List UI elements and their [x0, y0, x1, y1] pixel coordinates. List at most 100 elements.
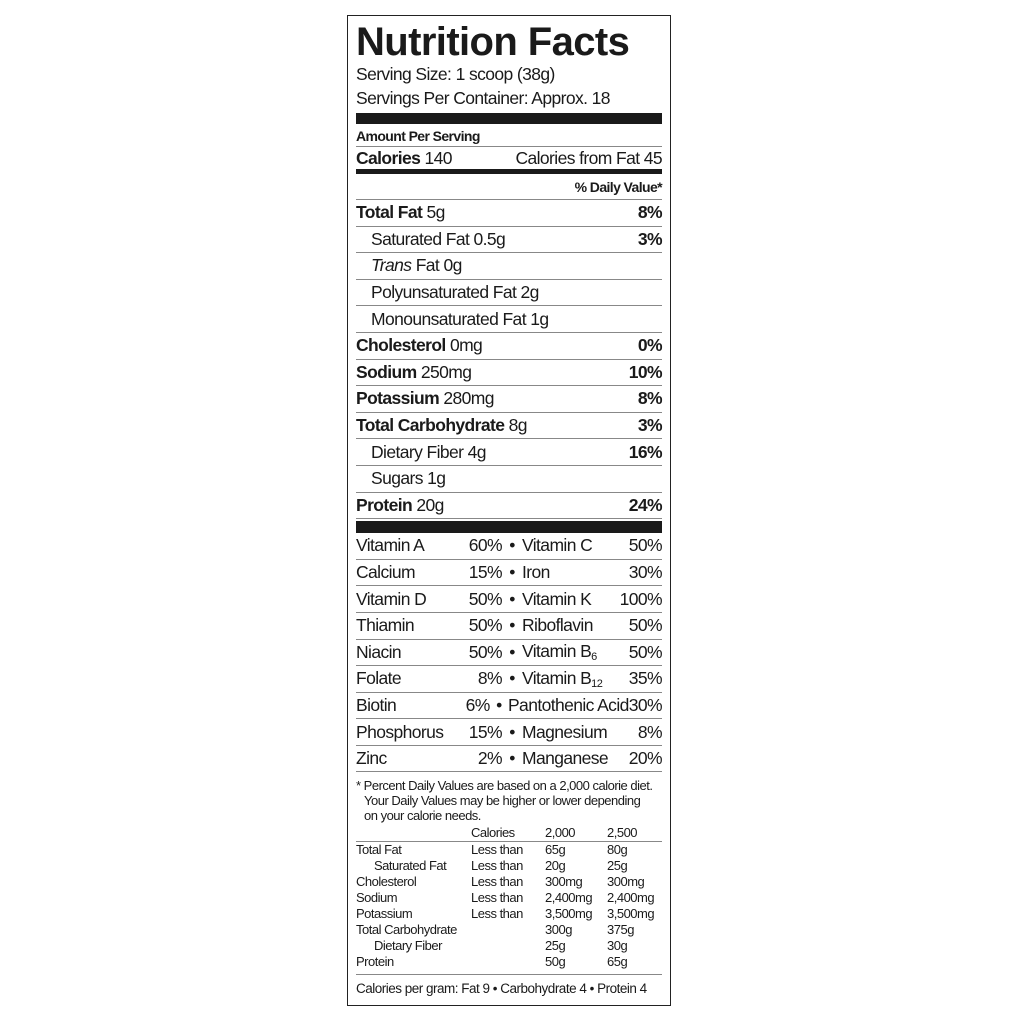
vitamin-name: Biotin	[356, 694, 397, 715]
table-cell: 25g	[607, 858, 628, 874]
vitamin-name: Zinc	[356, 748, 387, 769]
vitamin-name: Vitamin D	[356, 588, 427, 609]
bullet: •	[509, 535, 515, 556]
nutrient-daily-value: 0%	[637, 335, 663, 356]
table-cell: 80g	[607, 842, 628, 858]
nutrient-daily-value: 16%	[628, 441, 663, 462]
table-cell: 375g	[607, 922, 634, 938]
table-cell: 25g	[545, 938, 566, 954]
table-header-cell: 2,500	[607, 825, 638, 841]
table-cell: 65g	[607, 954, 628, 970]
table-cell: 3,500mg	[545, 906, 593, 922]
vitamin-value: 30%	[628, 562, 663, 583]
nutrient-amount: 8g	[508, 415, 528, 436]
vitamin-value: 15%	[468, 721, 503, 742]
nutrient-daily-value: 3%	[637, 228, 663, 249]
nutrient-daily-value: 10%	[628, 361, 663, 382]
vitamin-name: Thiamin	[356, 615, 415, 636]
nutrient-row: Protein 20g 24%	[356, 493, 663, 520]
nutrient-amount: 0g	[443, 255, 462, 276]
serving-size: Serving Size: 1 scoop (38g)	[356, 64, 555, 84]
nutrient-row: Total Carbohydrate 8g 3%	[356, 413, 663, 440]
table-row: Total Fat Less than 65g 80g	[356, 842, 662, 858]
bullet: •	[509, 562, 515, 583]
table-cell: 50g	[545, 954, 566, 970]
vitamin-name-text: Manganese	[522, 748, 609, 769]
vitamin-name: Vitamin A	[356, 535, 425, 556]
table-cell: 30g	[607, 938, 628, 954]
vitamin-value: 60%	[468, 535, 503, 556]
vitamin-value: 35%	[628, 668, 663, 689]
nutrient-name: Sodium 250mg	[356, 362, 472, 383]
table-cell: 2,400mg	[607, 890, 655, 906]
vitamin-name: Vitamin K	[522, 589, 620, 610]
nutrient-name: Polyunsaturated Fat 2g	[371, 282, 539, 303]
nutrient-amount: 20g	[416, 494, 444, 515]
vitamin-name-text: Riboflavin	[522, 615, 593, 636]
table-cell: 300g	[545, 922, 572, 938]
table-cell: Protein	[356, 954, 394, 970]
nutrient-label: Potassium	[356, 388, 440, 409]
vitamin-name: Iron	[522, 562, 629, 583]
amount-per-serving: Amount Per Serving	[356, 124, 662, 147]
vitamin-row: Calcium 15% • Iron 30%	[356, 560, 663, 587]
nutrient-row: Dietary Fiber 4g 16%	[356, 439, 663, 466]
vitamin-row: Thiamin 50% • Riboflavin 50%	[356, 613, 663, 640]
table-cell	[471, 954, 545, 970]
table-row: Saturated Fat Less than 20g 25g	[356, 858, 662, 874]
nutrient-row: Saturated Fat 0.5g 3%	[356, 227, 663, 254]
vitamin-row: Biotin 6% • Pantothenic Acid 30%	[356, 693, 663, 720]
thick-divider	[356, 113, 662, 124]
amount-per-serving-text: Amount Per Serving	[356, 128, 480, 144]
table-cell: 300mg	[607, 874, 645, 890]
nutrient-name: Dietary Fiber 4g	[371, 442, 487, 463]
table-cell: Less than	[471, 906, 523, 922]
vitamin-row: Niacin 50% • Vitamin B6 50%	[356, 640, 663, 667]
vitamin-name: Riboflavin	[522, 615, 629, 636]
footnote-line: on your calorie needs.	[364, 808, 481, 824]
vitamin-name: Phosphorus	[356, 721, 444, 742]
table-header-cell: Calories	[471, 825, 515, 841]
nutrient-daily-value: 3%	[637, 415, 663, 436]
nutrient-name: Trans Fat 0g	[371, 255, 462, 276]
vitamin-name-text: Vitamin B	[522, 641, 592, 662]
nutrient-label: Polyunsaturated Fat	[371, 282, 517, 303]
table-cell	[471, 938, 545, 954]
vitamin-name-text: Vitamin K	[522, 588, 592, 609]
vitamin-name-text: Magnesium	[522, 721, 608, 742]
vitamin-name: Vitamin B12	[522, 668, 629, 690]
table-row: Dietary Fiber 25g 30g	[356, 938, 662, 954]
nutrient-daily-value: 8%	[637, 388, 663, 409]
nutrient-label: Saturated Fat	[371, 228, 470, 249]
vitamin-name-text: Iron	[522, 562, 550, 583]
calories-per-gram: Calories per gram: Fat 9 • Carbohydrate …	[356, 974, 662, 1000]
nutrient-row: Trans Fat 0g	[356, 253, 662, 280]
calories-row: Calories 140 Calories from Fat 45	[356, 147, 663, 174]
nutrient-label: Trans	[371, 255, 412, 276]
nutrient-name: Cholesterol 0mg	[356, 335, 483, 356]
bullet: •	[509, 668, 515, 689]
vitamin-value: 100%	[619, 588, 663, 609]
nutrient-amount: 1g	[427, 468, 446, 489]
table-row: Protein 50g 65g	[356, 954, 662, 970]
vitamin-name-text: Pantothenic Acid	[507, 694, 629, 715]
footnote: * Percent Daily Values are based on a 2,…	[356, 772, 662, 823]
bullet: •	[509, 748, 515, 769]
dv-header-text: % Daily Value*	[574, 178, 663, 195]
nutrient-name: Total Carbohydrate 8g	[356, 415, 527, 436]
calories-label: Calories	[356, 147, 421, 168]
vitamin-name: Pantothenic Acid	[508, 695, 629, 716]
nutrient-label: Total Fat	[356, 202, 423, 223]
table-cell: Total Carbohydrate	[356, 922, 457, 938]
table-row: Potassium Less than 3,500mg 3,500mg	[356, 906, 662, 922]
vitamin-subscript: 12	[591, 677, 603, 690]
table-cell: Less than	[471, 890, 523, 906]
nutrient-label: Protein	[356, 494, 413, 515]
vitamin-value: 50%	[628, 535, 663, 556]
vitamin-value: 50%	[468, 615, 503, 636]
vitamin-value: 2%	[477, 748, 503, 769]
nutrient-row: Polyunsaturated Fat 2g	[356, 280, 662, 307]
table-cell: Potassium	[356, 906, 413, 922]
vitamin-name-text: Vitamin B	[522, 667, 592, 688]
table-cell: 65g	[545, 842, 566, 858]
